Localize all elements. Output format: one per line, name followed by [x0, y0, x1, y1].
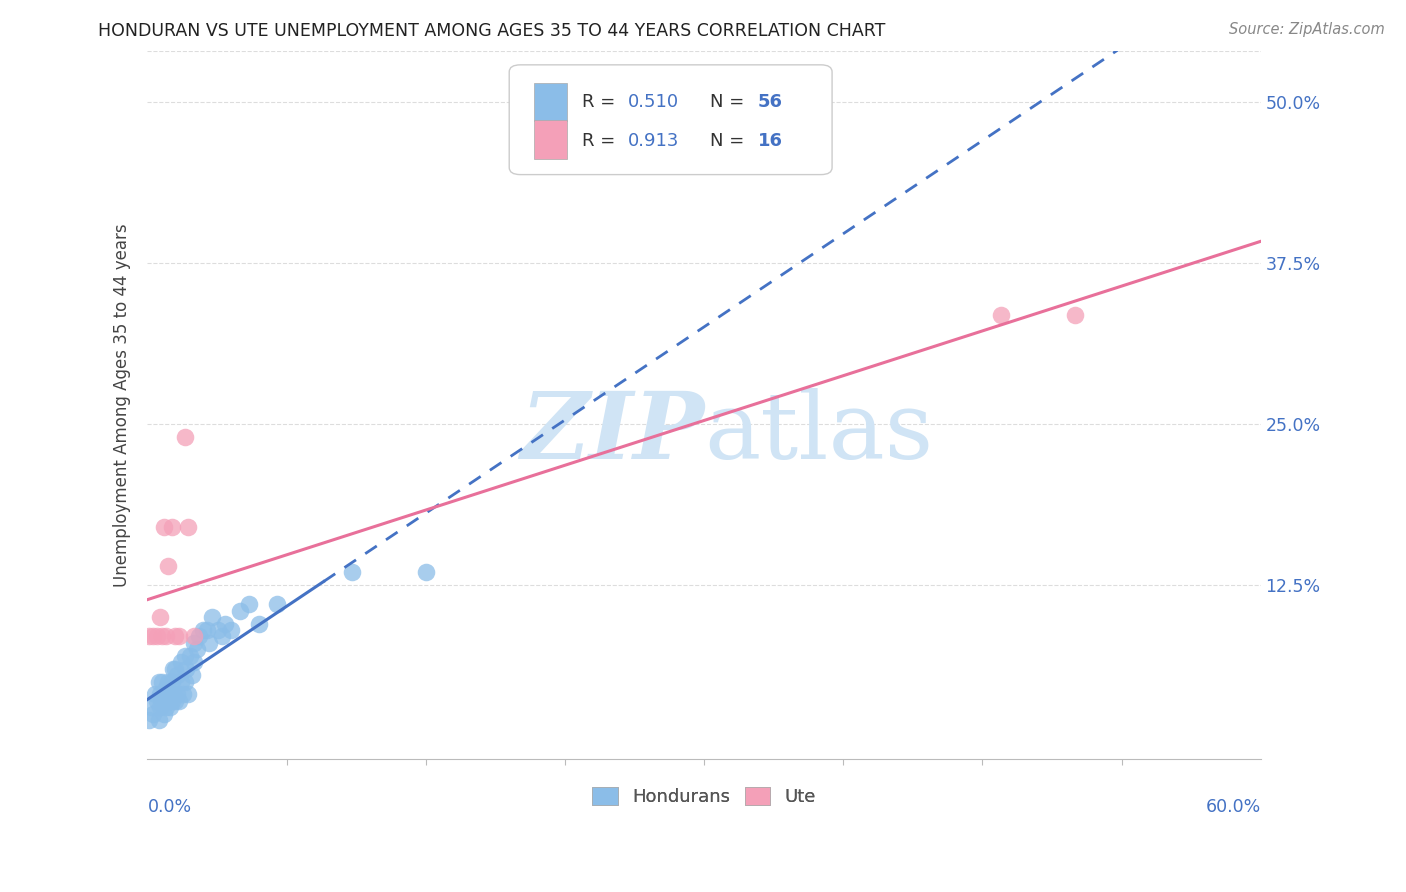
Legend: Hondurans, Ute: Hondurans, Ute — [585, 780, 823, 814]
FancyBboxPatch shape — [534, 120, 567, 159]
Point — [176, 662, 198, 676]
Point — [173, 430, 195, 444]
Point — [145, 694, 167, 708]
Point — [167, 694, 190, 708]
Point — [155, 681, 177, 695]
Point — [155, 700, 177, 714]
Point — [149, 700, 172, 714]
Point — [172, 687, 194, 701]
Point — [142, 706, 165, 721]
Point — [160, 674, 183, 689]
Point — [162, 687, 184, 701]
Text: ZIP: ZIP — [520, 388, 704, 478]
Point — [340, 565, 363, 579]
Point — [155, 687, 177, 701]
Point — [195, 623, 218, 637]
Text: 16: 16 — [758, 132, 783, 150]
Point — [201, 610, 224, 624]
Text: R =: R = — [582, 132, 620, 150]
Point — [177, 687, 200, 701]
Point — [1064, 308, 1087, 322]
Point — [181, 668, 204, 682]
Point — [145, 630, 167, 644]
Text: R =: R = — [582, 93, 620, 111]
Point — [165, 662, 187, 676]
Text: atlas: atlas — [704, 388, 934, 478]
Point — [166, 687, 188, 701]
Point — [150, 630, 173, 644]
Point — [247, 616, 270, 631]
Text: 56: 56 — [758, 93, 783, 111]
Point — [214, 616, 236, 631]
Point — [153, 687, 176, 701]
Point — [156, 558, 179, 573]
Point — [165, 630, 187, 644]
Text: 0.0%: 0.0% — [148, 797, 191, 815]
Text: 60.0%: 60.0% — [1205, 797, 1261, 815]
Point — [179, 648, 201, 663]
Point — [150, 674, 173, 689]
Point — [155, 630, 177, 644]
Point — [148, 674, 170, 689]
Point — [149, 687, 172, 701]
Point — [238, 597, 260, 611]
Text: HONDURAN VS UTE UNEMPLOYMENT AMONG AGES 35 TO 44 YEARS CORRELATION CHART: HONDURAN VS UTE UNEMPLOYMENT AMONG AGES … — [98, 22, 886, 40]
Point — [170, 674, 193, 689]
Point — [162, 662, 184, 676]
Point — [142, 630, 165, 644]
Point — [197, 636, 219, 650]
Point — [266, 597, 288, 611]
Point — [191, 623, 214, 637]
Point — [149, 610, 172, 624]
Point — [173, 674, 195, 689]
Point — [159, 687, 181, 701]
Text: N =: N = — [710, 132, 749, 150]
Point — [170, 655, 193, 669]
Point — [160, 520, 183, 534]
Point — [229, 604, 252, 618]
Point — [167, 630, 190, 644]
Point — [173, 648, 195, 663]
Text: 0.913: 0.913 — [628, 132, 679, 150]
Point — [183, 636, 205, 650]
Point — [139, 700, 162, 714]
Point — [138, 713, 160, 727]
Point — [138, 630, 160, 644]
Point — [990, 308, 1012, 322]
Point — [159, 700, 181, 714]
Point — [160, 694, 183, 708]
Point — [415, 565, 437, 579]
Point — [166, 668, 188, 682]
Point — [153, 706, 176, 721]
Point — [177, 520, 200, 534]
Point — [211, 630, 233, 644]
FancyBboxPatch shape — [509, 65, 832, 175]
Point — [186, 642, 208, 657]
Point — [207, 623, 229, 637]
Point — [183, 630, 205, 644]
Point — [148, 713, 170, 727]
Point — [150, 694, 173, 708]
Text: Source: ZipAtlas.com: Source: ZipAtlas.com — [1229, 22, 1385, 37]
FancyBboxPatch shape — [534, 83, 567, 121]
Point — [188, 630, 211, 644]
Y-axis label: Unemployment Among Ages 35 to 44 years: Unemployment Among Ages 35 to 44 years — [114, 223, 131, 587]
Point — [165, 694, 187, 708]
Text: 0.510: 0.510 — [628, 93, 679, 111]
Point — [153, 520, 176, 534]
Point — [156, 694, 179, 708]
Point — [183, 655, 205, 669]
Text: N =: N = — [710, 93, 749, 111]
Point — [219, 623, 242, 637]
Point — [156, 674, 179, 689]
Point — [143, 687, 166, 701]
